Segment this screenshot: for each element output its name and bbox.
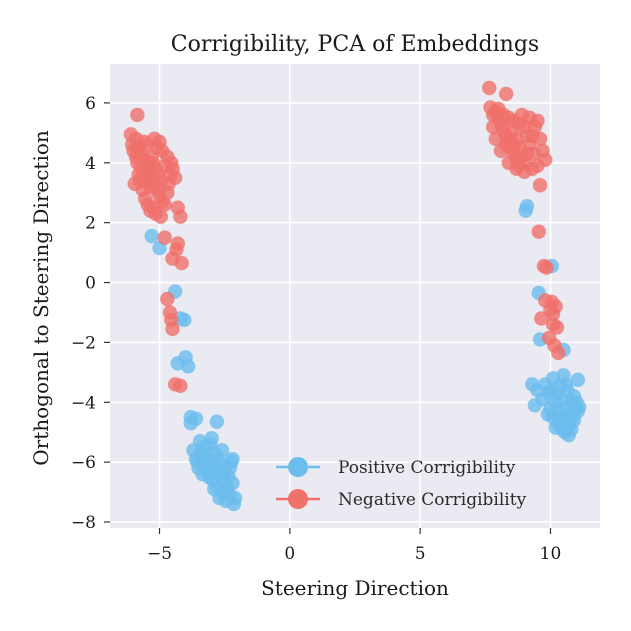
point-negative	[531, 224, 546, 239]
legend-marker-negative	[288, 489, 308, 509]
point-negative	[526, 146, 541, 162]
legend: Positive Corrigibility Negative Corrigib…	[276, 457, 527, 510]
x-tick-label: 10	[540, 544, 562, 564]
scatter-points	[123, 80, 587, 512]
y-tick-label: 2	[85, 214, 96, 234]
point-positive	[518, 203, 533, 218]
point-negative	[488, 131, 503, 147]
point-positive	[214, 442, 230, 458]
point-negative	[127, 176, 142, 191]
point-negative	[548, 299, 563, 314]
point-negative	[173, 209, 188, 224]
point-positive	[191, 460, 206, 476]
y-tick-label: 0	[85, 274, 96, 294]
point-positive	[527, 398, 543, 413]
series-positive	[144, 198, 587, 512]
point-negative	[498, 86, 514, 102]
point-negative	[512, 140, 527, 156]
point-negative	[160, 291, 175, 307]
point-negative	[140, 170, 155, 185]
point-positive	[571, 399, 587, 414]
point-positive	[225, 451, 240, 467]
point-positive	[566, 413, 582, 428]
legend-entry-positive: Positive Corrigibility	[276, 457, 516, 478]
point-negative	[532, 178, 548, 193]
y-axis-ticks: −8 −6 −4 −2 0 2 4 6	[71, 94, 110, 533]
point-negative	[539, 260, 554, 275]
point-negative	[167, 170, 183, 185]
legend-label-negative: Negative Corrigibility	[338, 490, 527, 510]
point-negative	[157, 230, 172, 245]
legend-entry-negative: Negative Corrigibility	[276, 489, 527, 510]
point-positive	[144, 228, 159, 244]
point-positive	[177, 312, 192, 328]
point-negative	[153, 173, 169, 188]
chart-title: Corrigibility, PCA of Embeddings	[171, 32, 539, 57]
point-positive	[209, 414, 225, 429]
point-positive	[188, 411, 204, 426]
point-negative	[534, 311, 549, 326]
legend-marker-positive	[288, 457, 308, 477]
point-negative	[145, 155, 161, 170]
point-negative	[130, 107, 145, 123]
point-positive	[543, 401, 558, 416]
x-tick-label: −5	[147, 544, 172, 564]
y-tick-label: −8	[71, 513, 96, 533]
point-negative	[173, 378, 188, 394]
point-negative	[482, 80, 497, 96]
point-negative	[136, 134, 152, 150]
point-negative	[157, 197, 172, 212]
y-axis-label: Orthogonal to Steering Direction	[29, 130, 53, 466]
series-negative	[123, 80, 566, 394]
point-positive	[561, 428, 576, 443]
point-negative	[532, 131, 548, 147]
point-positive	[570, 372, 586, 388]
point-positive	[225, 475, 240, 491]
y-tick-label: 4	[85, 154, 96, 174]
y-tick-label: 6	[85, 94, 96, 114]
y-tick-label: −4	[71, 393, 96, 413]
x-axis-ticks: −5 0 5 10	[147, 528, 561, 564]
point-positive	[227, 490, 243, 506]
y-tick-label: −6	[71, 453, 96, 473]
x-tick-label: 0	[284, 544, 295, 564]
point-negative	[514, 107, 530, 123]
point-positive	[552, 378, 567, 394]
y-tick-label: −2	[71, 333, 96, 353]
point-negative	[547, 338, 562, 353]
x-tick-label: 5	[415, 544, 426, 564]
point-negative	[501, 155, 516, 170]
point-negative	[174, 255, 189, 271]
point-negative	[545, 317, 561, 332]
point-negative	[485, 119, 501, 135]
point-positive	[180, 359, 196, 374]
point-negative	[124, 137, 140, 153]
x-axis-label: Steering Direction	[261, 576, 449, 600]
legend-label-positive: Positive Corrigibility	[338, 458, 516, 478]
point-negative	[519, 128, 535, 144]
point-negative	[538, 293, 553, 308]
point-negative	[153, 209, 169, 224]
point-positive	[204, 430, 219, 446]
point-negative	[130, 155, 145, 170]
point-positive	[212, 490, 227, 506]
point-positive	[548, 420, 563, 435]
point-negative	[170, 236, 185, 251]
point-negative	[165, 321, 180, 337]
